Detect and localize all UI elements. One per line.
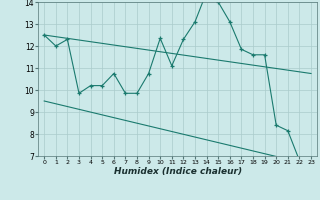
X-axis label: Humidex (Indice chaleur): Humidex (Indice chaleur): [114, 167, 242, 176]
